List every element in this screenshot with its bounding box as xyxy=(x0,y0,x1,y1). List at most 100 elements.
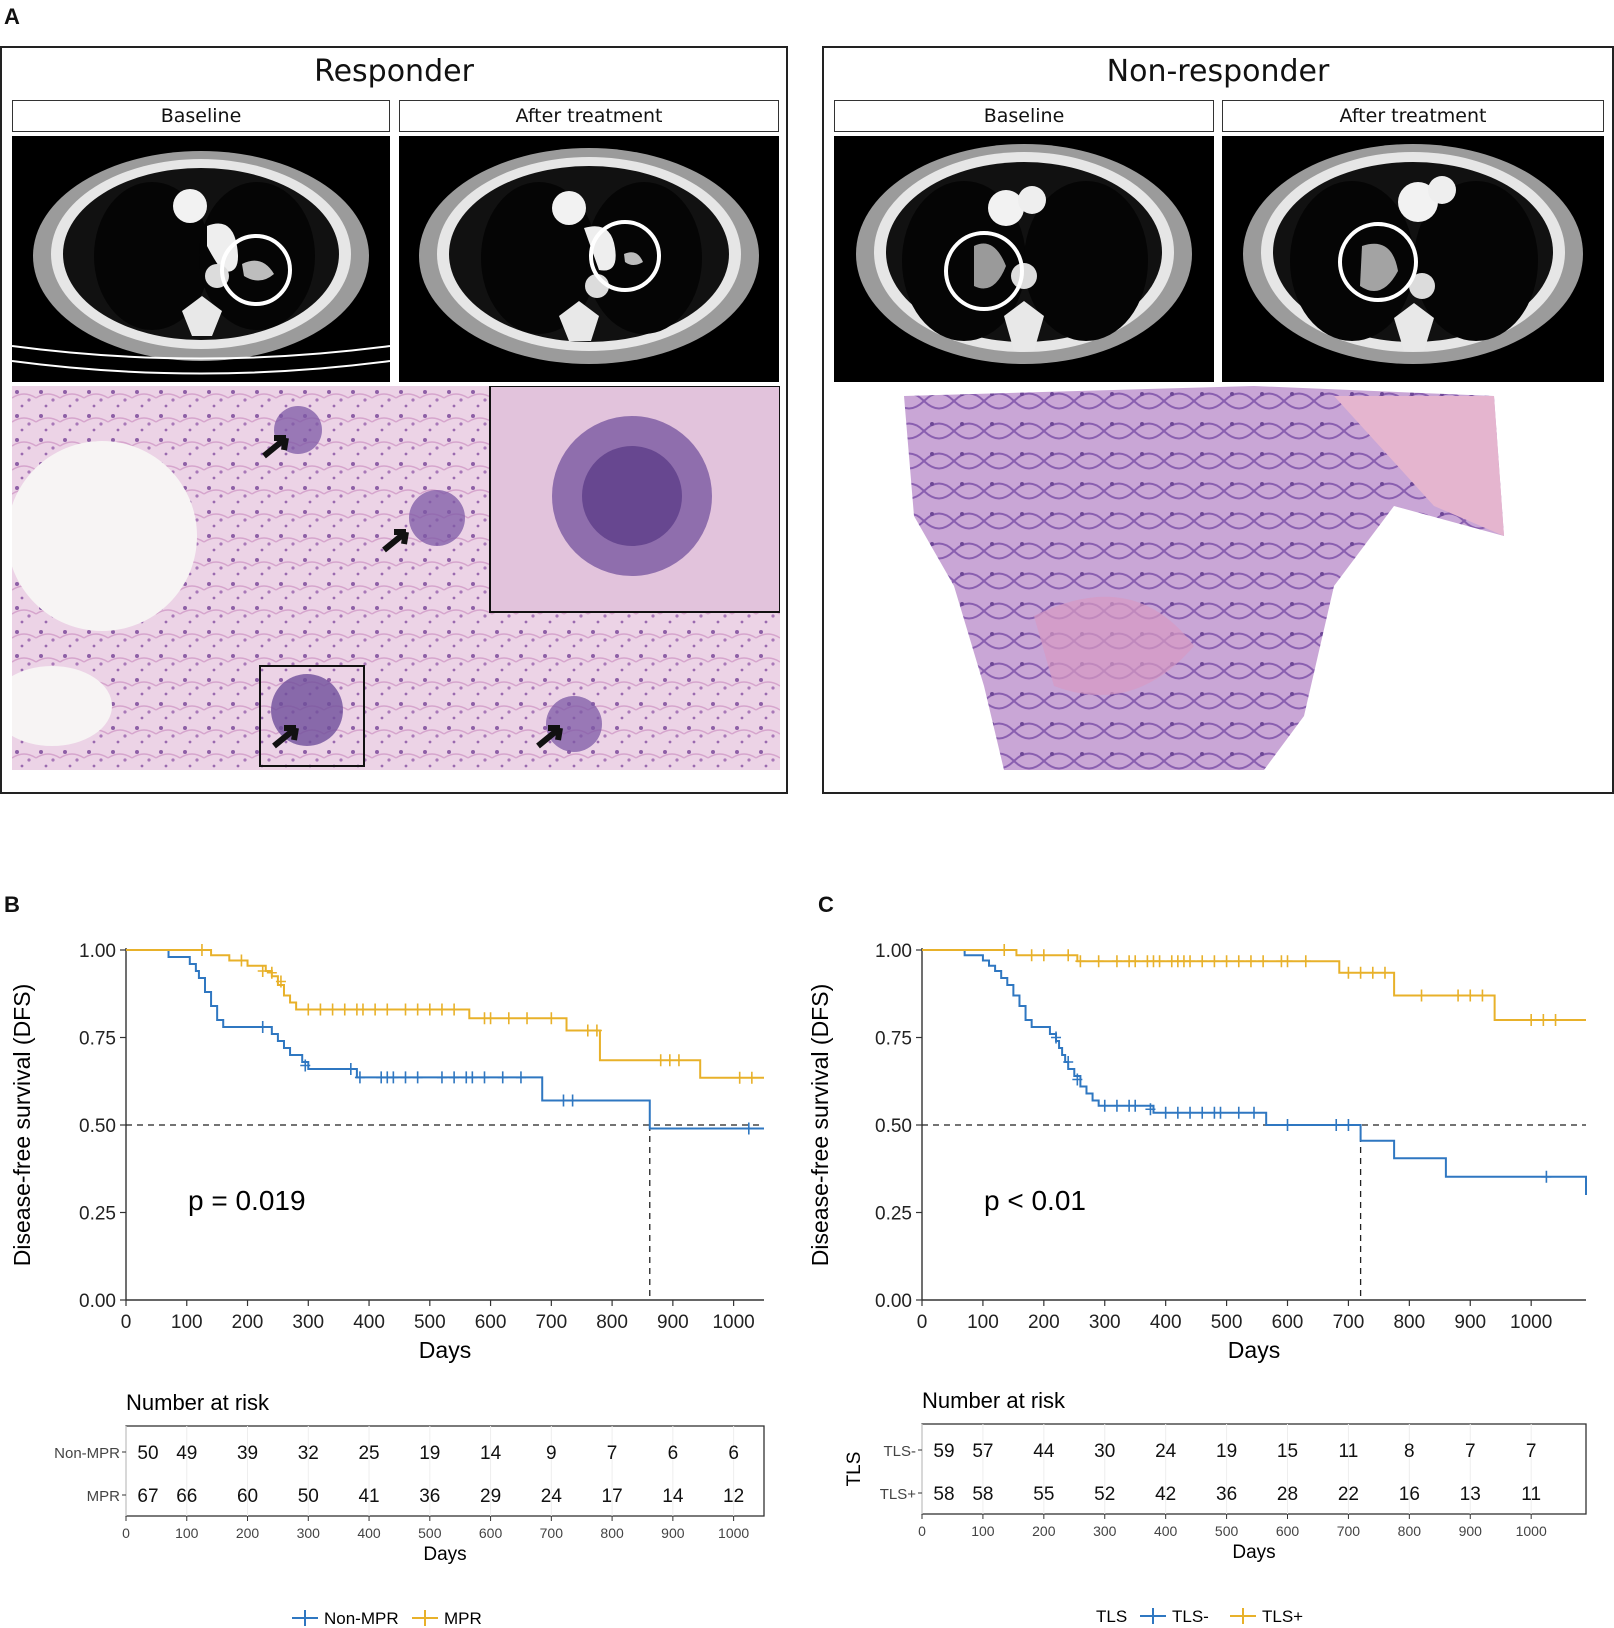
risk-x-axis-label: Days xyxy=(1232,1542,1275,1563)
legend-item-label: TLS- xyxy=(1172,1607,1209,1626)
censor-mark xyxy=(546,1012,557,1025)
censor-mark xyxy=(1063,949,1074,962)
chart-c: Disease-free survival (DFS) 0.00 0.25 0.50 0… xyxy=(807,941,1587,1626)
risk-value: 12 xyxy=(723,1486,744,1507)
risk-row-label: TLS+ xyxy=(880,1486,917,1503)
censor-mark xyxy=(436,1003,447,1016)
risk-value: 11 xyxy=(1521,1484,1541,1505)
non-responder-histology-image xyxy=(834,386,1606,770)
censor-mark xyxy=(515,1071,526,1084)
risk-x-tick-label: 700 xyxy=(1337,1523,1361,1539)
risk-row-label: TLS- xyxy=(883,1443,916,1460)
risk-value: 11 xyxy=(1339,1441,1359,1462)
censor-mark xyxy=(449,1003,460,1016)
censor-mark xyxy=(370,1003,381,1016)
censor-mark xyxy=(436,1071,447,1084)
censor-mark xyxy=(1233,1106,1244,1119)
responder-histology-image xyxy=(12,386,780,770)
censor-mark xyxy=(236,954,247,967)
y-tick-label: 0.25 xyxy=(79,1204,116,1225)
x-tick-label: 0 xyxy=(917,1312,928,1333)
censor-mark xyxy=(257,965,268,977)
x-tick-label: 400 xyxy=(1150,1312,1182,1333)
risk-value: 49 xyxy=(176,1443,197,1464)
risk-value: 30 xyxy=(1094,1441,1115,1462)
censor-mark xyxy=(1130,1099,1141,1112)
responder-title: Responder xyxy=(314,54,474,89)
risk-value: 50 xyxy=(298,1486,319,1507)
risk-x-tick-label: 900 xyxy=(1459,1523,1483,1539)
censor-mark xyxy=(1111,1099,1122,1112)
x-tick-label: 800 xyxy=(1393,1312,1425,1333)
censor-mark xyxy=(354,1071,365,1084)
censor-mark xyxy=(503,1012,514,1025)
legend-swatch xyxy=(1230,1608,1256,1624)
x-tick-label: 900 xyxy=(657,1312,689,1333)
censor-mark xyxy=(388,1071,399,1084)
censor-mark xyxy=(1550,1014,1561,1026)
risk-x-tick-label: 500 xyxy=(1215,1523,1239,1539)
x-tick-label: 200 xyxy=(232,1312,264,1333)
x-tick-label: 400 xyxy=(353,1312,385,1333)
censor-mark xyxy=(1541,1170,1552,1183)
censor-mark xyxy=(1245,955,1256,968)
censor-mark xyxy=(1343,966,1354,979)
censor-mark xyxy=(655,1054,666,1067)
censor-mark xyxy=(1093,955,1104,968)
x-tick-label: 100 xyxy=(967,1312,999,1333)
panel-letter-b: B xyxy=(4,892,20,917)
censor-mark xyxy=(257,1021,268,1033)
risk-x-tick-label: 800 xyxy=(600,1525,624,1541)
censor-mark xyxy=(339,1003,350,1016)
risk-value: 22 xyxy=(1338,1484,1359,1505)
risk-value: 29 xyxy=(480,1486,501,1507)
censor-mark xyxy=(449,1071,460,1084)
risk-value: 60 xyxy=(237,1486,258,1507)
legend-item-label: MPR xyxy=(444,1609,482,1628)
risk-x-tick-label: 100 xyxy=(175,1525,199,1541)
censor-mark xyxy=(558,1094,569,1107)
censor-mark xyxy=(567,1094,578,1107)
risk-value: 7 xyxy=(1526,1441,1537,1462)
censor-mark xyxy=(485,1012,496,1025)
censor-mark xyxy=(1197,1106,1208,1119)
x-tick-label: 500 xyxy=(414,1312,446,1333)
non-responder-title: Non-responder xyxy=(1106,54,1330,89)
km-curve-non-mpr xyxy=(126,949,764,1130)
risk-value: 67 xyxy=(137,1486,158,1507)
risk-row-label: Non-MPR xyxy=(54,1445,120,1462)
risk-value: 57 xyxy=(972,1441,993,1462)
x-tick-label: 700 xyxy=(1333,1312,1365,1333)
y-axis-label: Disease-free survival (DFS) xyxy=(807,984,833,1266)
censor-mark xyxy=(424,1003,435,1016)
risk-value: 28 xyxy=(1277,1484,1298,1505)
y-tick-label: 0.50 xyxy=(875,1116,912,1137)
censor-mark xyxy=(743,1122,754,1135)
y-tick-label: 0.25 xyxy=(875,1204,912,1225)
censor-mark xyxy=(1367,966,1378,979)
risk-value: 19 xyxy=(1216,1441,1237,1462)
censor-mark xyxy=(1099,1099,1110,1112)
risk-table-title: Number at risk xyxy=(922,1388,1066,1413)
y-tick-label: 0.50 xyxy=(79,1116,116,1137)
non-responder-after-label: After treatment xyxy=(1222,100,1604,132)
risk-table-frame xyxy=(921,1423,1587,1515)
y-tick-label: 1.00 xyxy=(875,941,912,962)
censor-mark xyxy=(1154,955,1165,968)
censor-mark xyxy=(1526,1014,1537,1026)
risk-row-label: MPR xyxy=(87,1488,121,1505)
censor-mark xyxy=(479,1071,490,1084)
censor-mark xyxy=(734,1071,745,1084)
responder-after-label: After treatment xyxy=(399,100,779,132)
legend-item-label: TLS+ xyxy=(1262,1607,1303,1626)
risk-value: 7 xyxy=(1465,1441,1476,1462)
responder-after-ct-image xyxy=(399,136,779,382)
censor-mark xyxy=(1160,1106,1171,1119)
responder-baseline-ct-image xyxy=(12,136,390,382)
risk-x-tick-label: 0 xyxy=(122,1525,130,1541)
risk-strata-title: TLS xyxy=(844,1452,865,1487)
y-tick-label: 0.00 xyxy=(79,1291,116,1312)
censor-mark xyxy=(1258,955,1269,968)
censor-mark xyxy=(591,1024,602,1037)
censor-mark xyxy=(303,1003,314,1016)
